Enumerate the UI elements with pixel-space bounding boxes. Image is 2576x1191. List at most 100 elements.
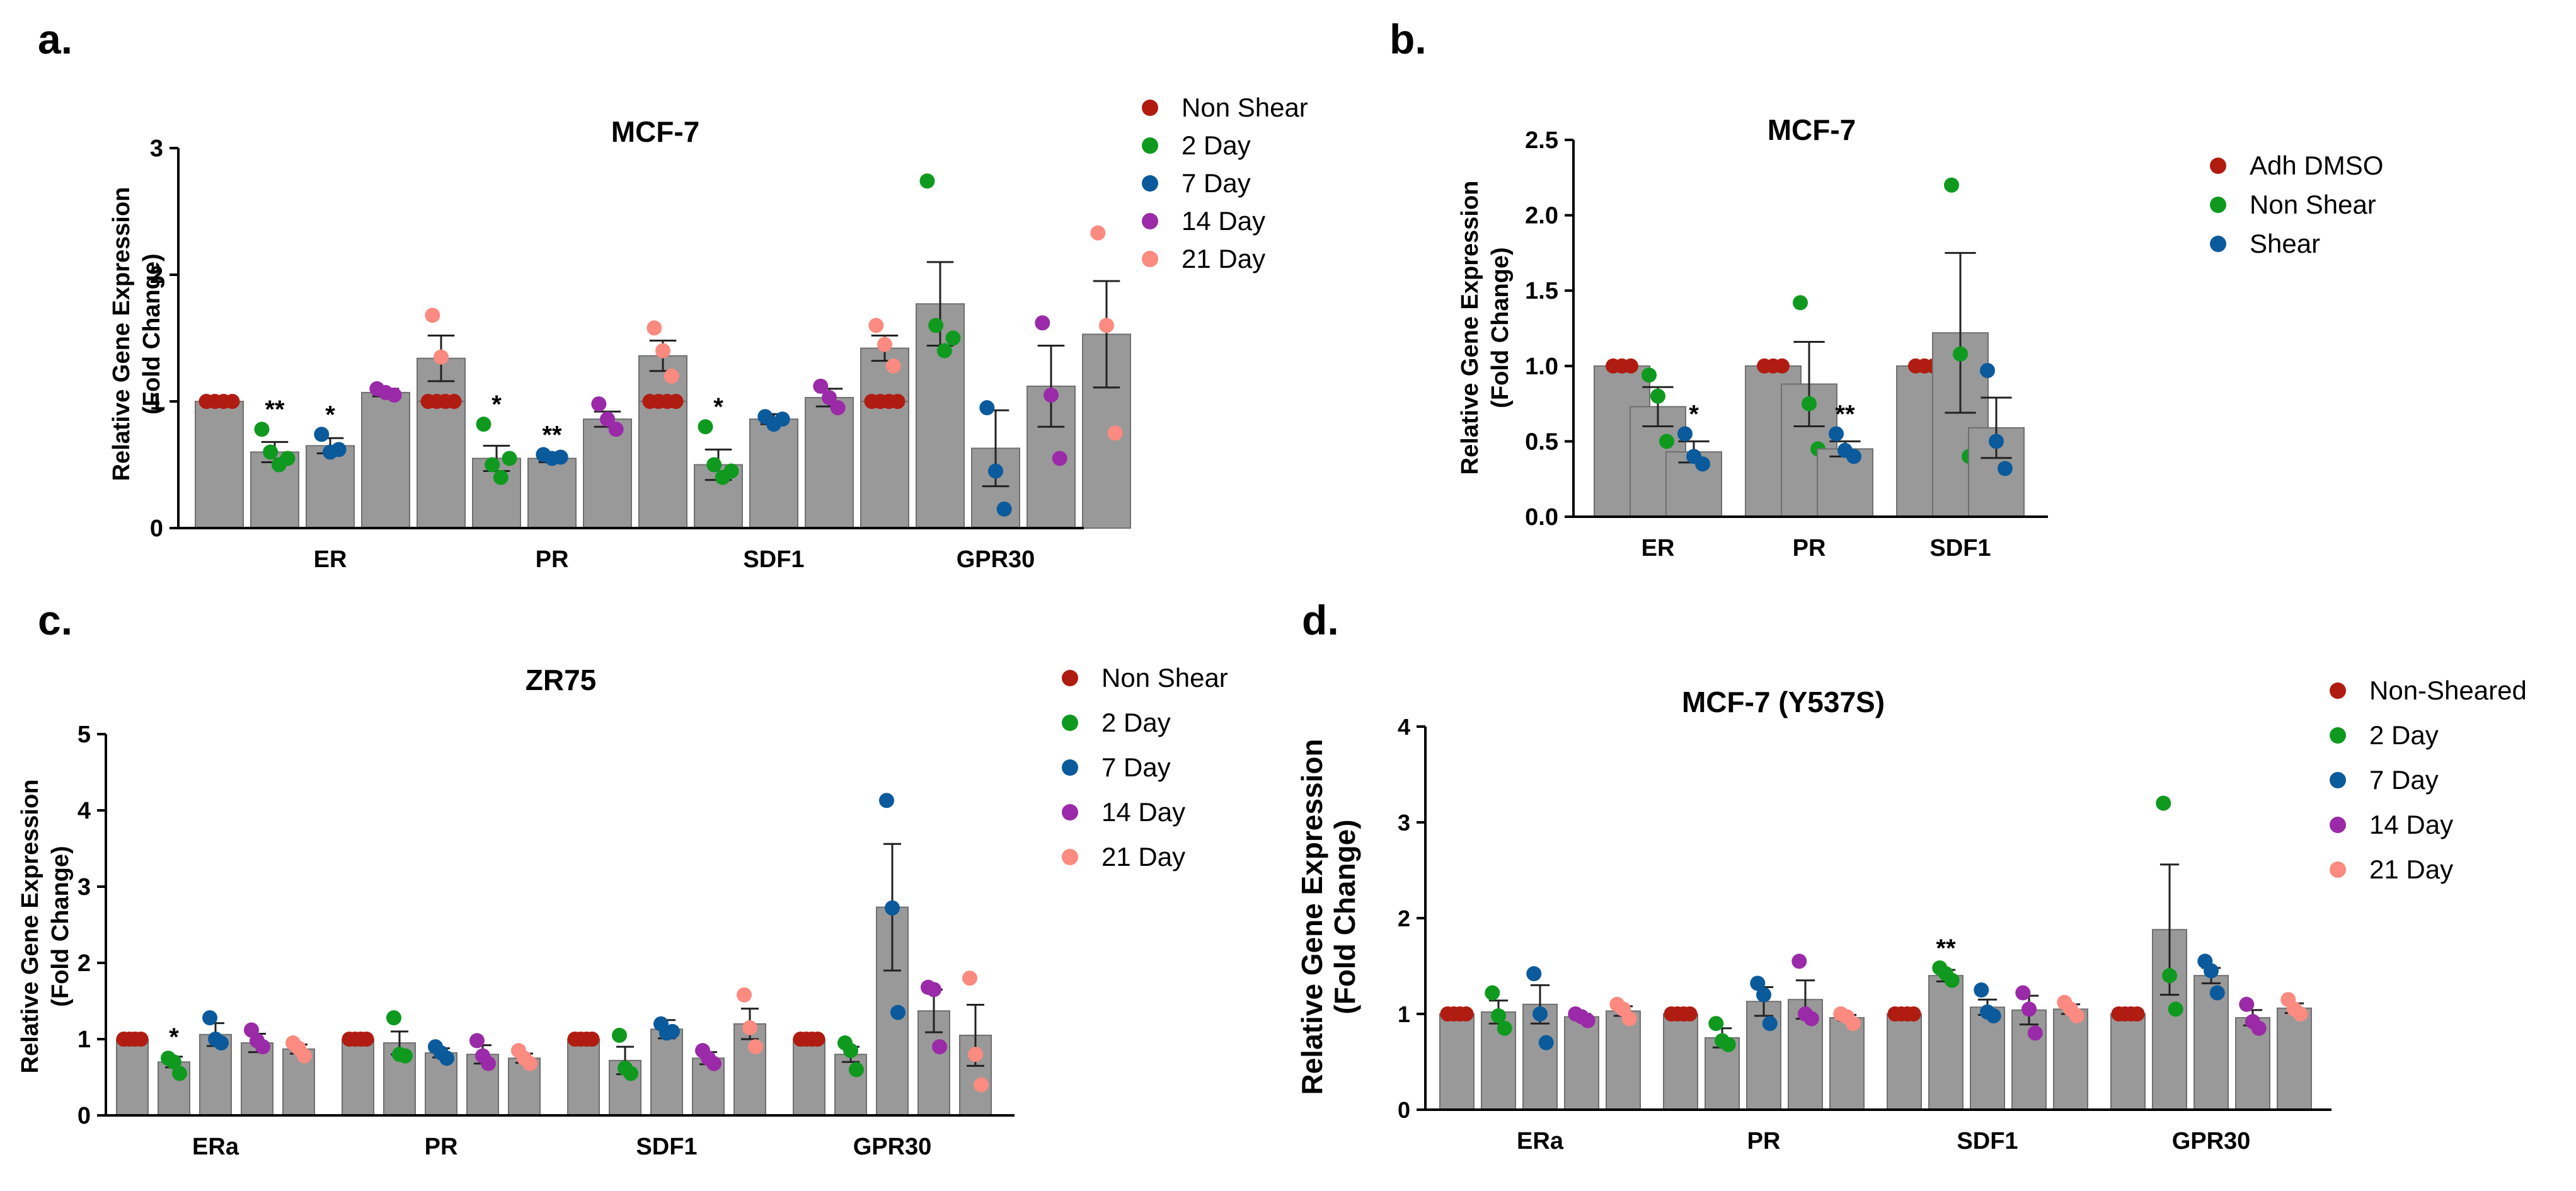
data-point	[1906, 1006, 1921, 1021]
x-tick-label: ERa	[1517, 1128, 1564, 1154]
bar	[650, 1028, 683, 1117]
data-point	[1756, 987, 1771, 1003]
data-point	[1791, 953, 1807, 969]
y-tick-label: 2	[1398, 906, 1410, 931]
data-point	[255, 1039, 270, 1055]
data-point	[2204, 963, 2219, 979]
data-point	[1458, 1006, 1474, 1021]
legend-marker	[2330, 682, 2346, 699]
y-axis-label-line2: (Fold Change)	[1328, 819, 1361, 1014]
data-point	[1695, 456, 1710, 472]
legend-marker	[1142, 175, 1158, 192]
x-tick-label: PR	[1747, 1128, 1781, 1154]
y-tick-label: 4	[78, 798, 91, 824]
data-point	[425, 308, 440, 323]
legend-label: 2 Day	[1182, 130, 1251, 160]
x-tick-label: GPR30	[2172, 1128, 2251, 1154]
data-point	[1980, 362, 1995, 378]
bar	[1887, 1013, 1922, 1110]
y-axis-label: Relative Gene Expression (Fold Change)	[1296, 739, 1361, 1095]
data-point	[623, 1066, 638, 1081]
y-axis-label-line1: Relative Gene Expression	[1457, 181, 1483, 475]
data-point	[476, 417, 492, 432]
legend-marker	[1142, 137, 1158, 154]
bar	[638, 401, 687, 529]
y-tick-label: 4	[1398, 714, 1410, 740]
y-axis-label-line1: Relative Gene Expression	[108, 187, 135, 481]
x-tick-label: PR	[425, 1134, 458, 1160]
bar	[1746, 1001, 1781, 1110]
data-point	[133, 1032, 149, 1047]
legend-label: Adh DMSO	[2250, 151, 2383, 180]
data-point	[2292, 1006, 2308, 1021]
data-point	[612, 1027, 627, 1043]
legend-entry: 2 Day	[1062, 708, 1171, 737]
data-point	[1974, 982, 1989, 998]
legend-entry: 21 Day	[1062, 842, 1185, 872]
data-point	[1846, 449, 1861, 464]
data-point	[968, 1047, 983, 1062]
data-point	[331, 442, 347, 457]
y-tick-label: 1.5	[1525, 278, 1558, 304]
data-point	[502, 451, 517, 466]
y-tick-label: 5	[78, 722, 91, 748]
panel-label: c.	[38, 597, 72, 643]
data-point	[723, 463, 739, 479]
data-point	[1802, 396, 1817, 411]
data-point	[890, 394, 906, 409]
data-point	[1052, 451, 1067, 466]
data-point	[214, 1035, 229, 1051]
bar	[1564, 1016, 1599, 1111]
legend-label: 7 Day	[1182, 168, 1251, 198]
legend-label: 7 Day	[1101, 752, 1171, 782]
panel-label: b.	[1389, 16, 1427, 62]
bar	[1928, 975, 1964, 1110]
y-axis-label-line1: Relative Gene Expression	[1296, 739, 1328, 1095]
data-point	[849, 1062, 864, 1078]
significance-marker: **	[542, 421, 562, 449]
data-point	[932, 1039, 947, 1055]
data-point	[1829, 426, 1844, 442]
data-point	[919, 173, 935, 189]
legend-entry: Shear	[2210, 229, 2320, 258]
data-point	[600, 411, 615, 427]
data-point	[1642, 367, 1657, 383]
legend-entry: 14 Day	[1062, 797, 1185, 827]
bar	[1970, 1006, 2005, 1110]
data-point	[2069, 1008, 2084, 1024]
x-tick-label: GPR30	[853, 1134, 932, 1160]
y-tick-label: 2.5	[1525, 127, 1558, 154]
legend-label: 21 Day	[1101, 842, 1185, 872]
legend-entry: 21 Day	[2330, 854, 2453, 884]
data-point	[314, 427, 330, 442]
data-point	[522, 1056, 538, 1071]
panel-d: d. MCF-7 (Y537S) Relative Gene Expression(…	[1296, 597, 2527, 1154]
legend-marker	[2330, 861, 2346, 878]
data-point	[945, 330, 961, 346]
y-tick-label: 3	[150, 135, 163, 162]
legend-marker	[2210, 236, 2226, 252]
significance-marker: *	[1689, 400, 1699, 428]
legend-label: 21 Day	[2369, 854, 2453, 884]
legend-label: 14 Day	[1182, 206, 1265, 236]
data-point	[1986, 1008, 2001, 1024]
data-point	[254, 422, 270, 437]
data-point	[1793, 295, 1808, 311]
y-tick-label: 0	[150, 515, 163, 542]
data-point	[481, 1056, 496, 1071]
data-point	[2129, 1006, 2145, 1021]
legend-entry: 14 Day	[1142, 206, 1265, 236]
data-point	[1090, 225, 1106, 241]
legend-marker	[2330, 772, 2346, 788]
panel-label: a.	[38, 16, 72, 62]
y-tick-label: 1	[150, 389, 163, 415]
data-point	[1708, 1016, 1724, 1032]
data-point	[1532, 1006, 1548, 1021]
data-point	[224, 394, 240, 409]
data-point	[434, 349, 449, 365]
data-point	[493, 469, 509, 485]
significance-marker: **	[1835, 400, 1855, 428]
bar	[241, 1042, 273, 1117]
data-point	[172, 1066, 187, 1081]
significance-marker: **	[265, 396, 285, 423]
